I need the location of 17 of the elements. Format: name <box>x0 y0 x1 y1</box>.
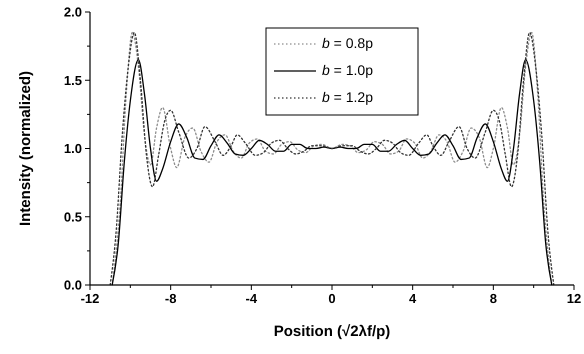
x-tick-label: -12 <box>80 291 100 306</box>
y-axis-title: Intensity (normalized) <box>17 70 34 226</box>
legend-label: b = 0.8p <box>322 34 374 51</box>
y-tick-label: 1.5 <box>64 72 82 88</box>
y-tick-label: 0.5 <box>64 209 82 224</box>
x-axis-title: Position (√2λf/p) <box>274 323 390 340</box>
legend-label: b = 1.2p <box>322 88 374 105</box>
x-tick-label: 12 <box>566 291 582 306</box>
x-tick-label: 0 <box>328 291 336 306</box>
x-tick-label: -8 <box>164 291 176 306</box>
x-tick-label: 8 <box>490 291 497 306</box>
legend-label: b = 1.0p <box>322 62 374 78</box>
x-tick-label: -4 <box>246 291 258 306</box>
y-tick-label: 2.0 <box>64 4 82 20</box>
x-tick-label: 4 <box>409 291 418 306</box>
y-tick-label: 1.0 <box>64 141 82 156</box>
y-tick-label: 0.0 <box>64 278 82 293</box>
